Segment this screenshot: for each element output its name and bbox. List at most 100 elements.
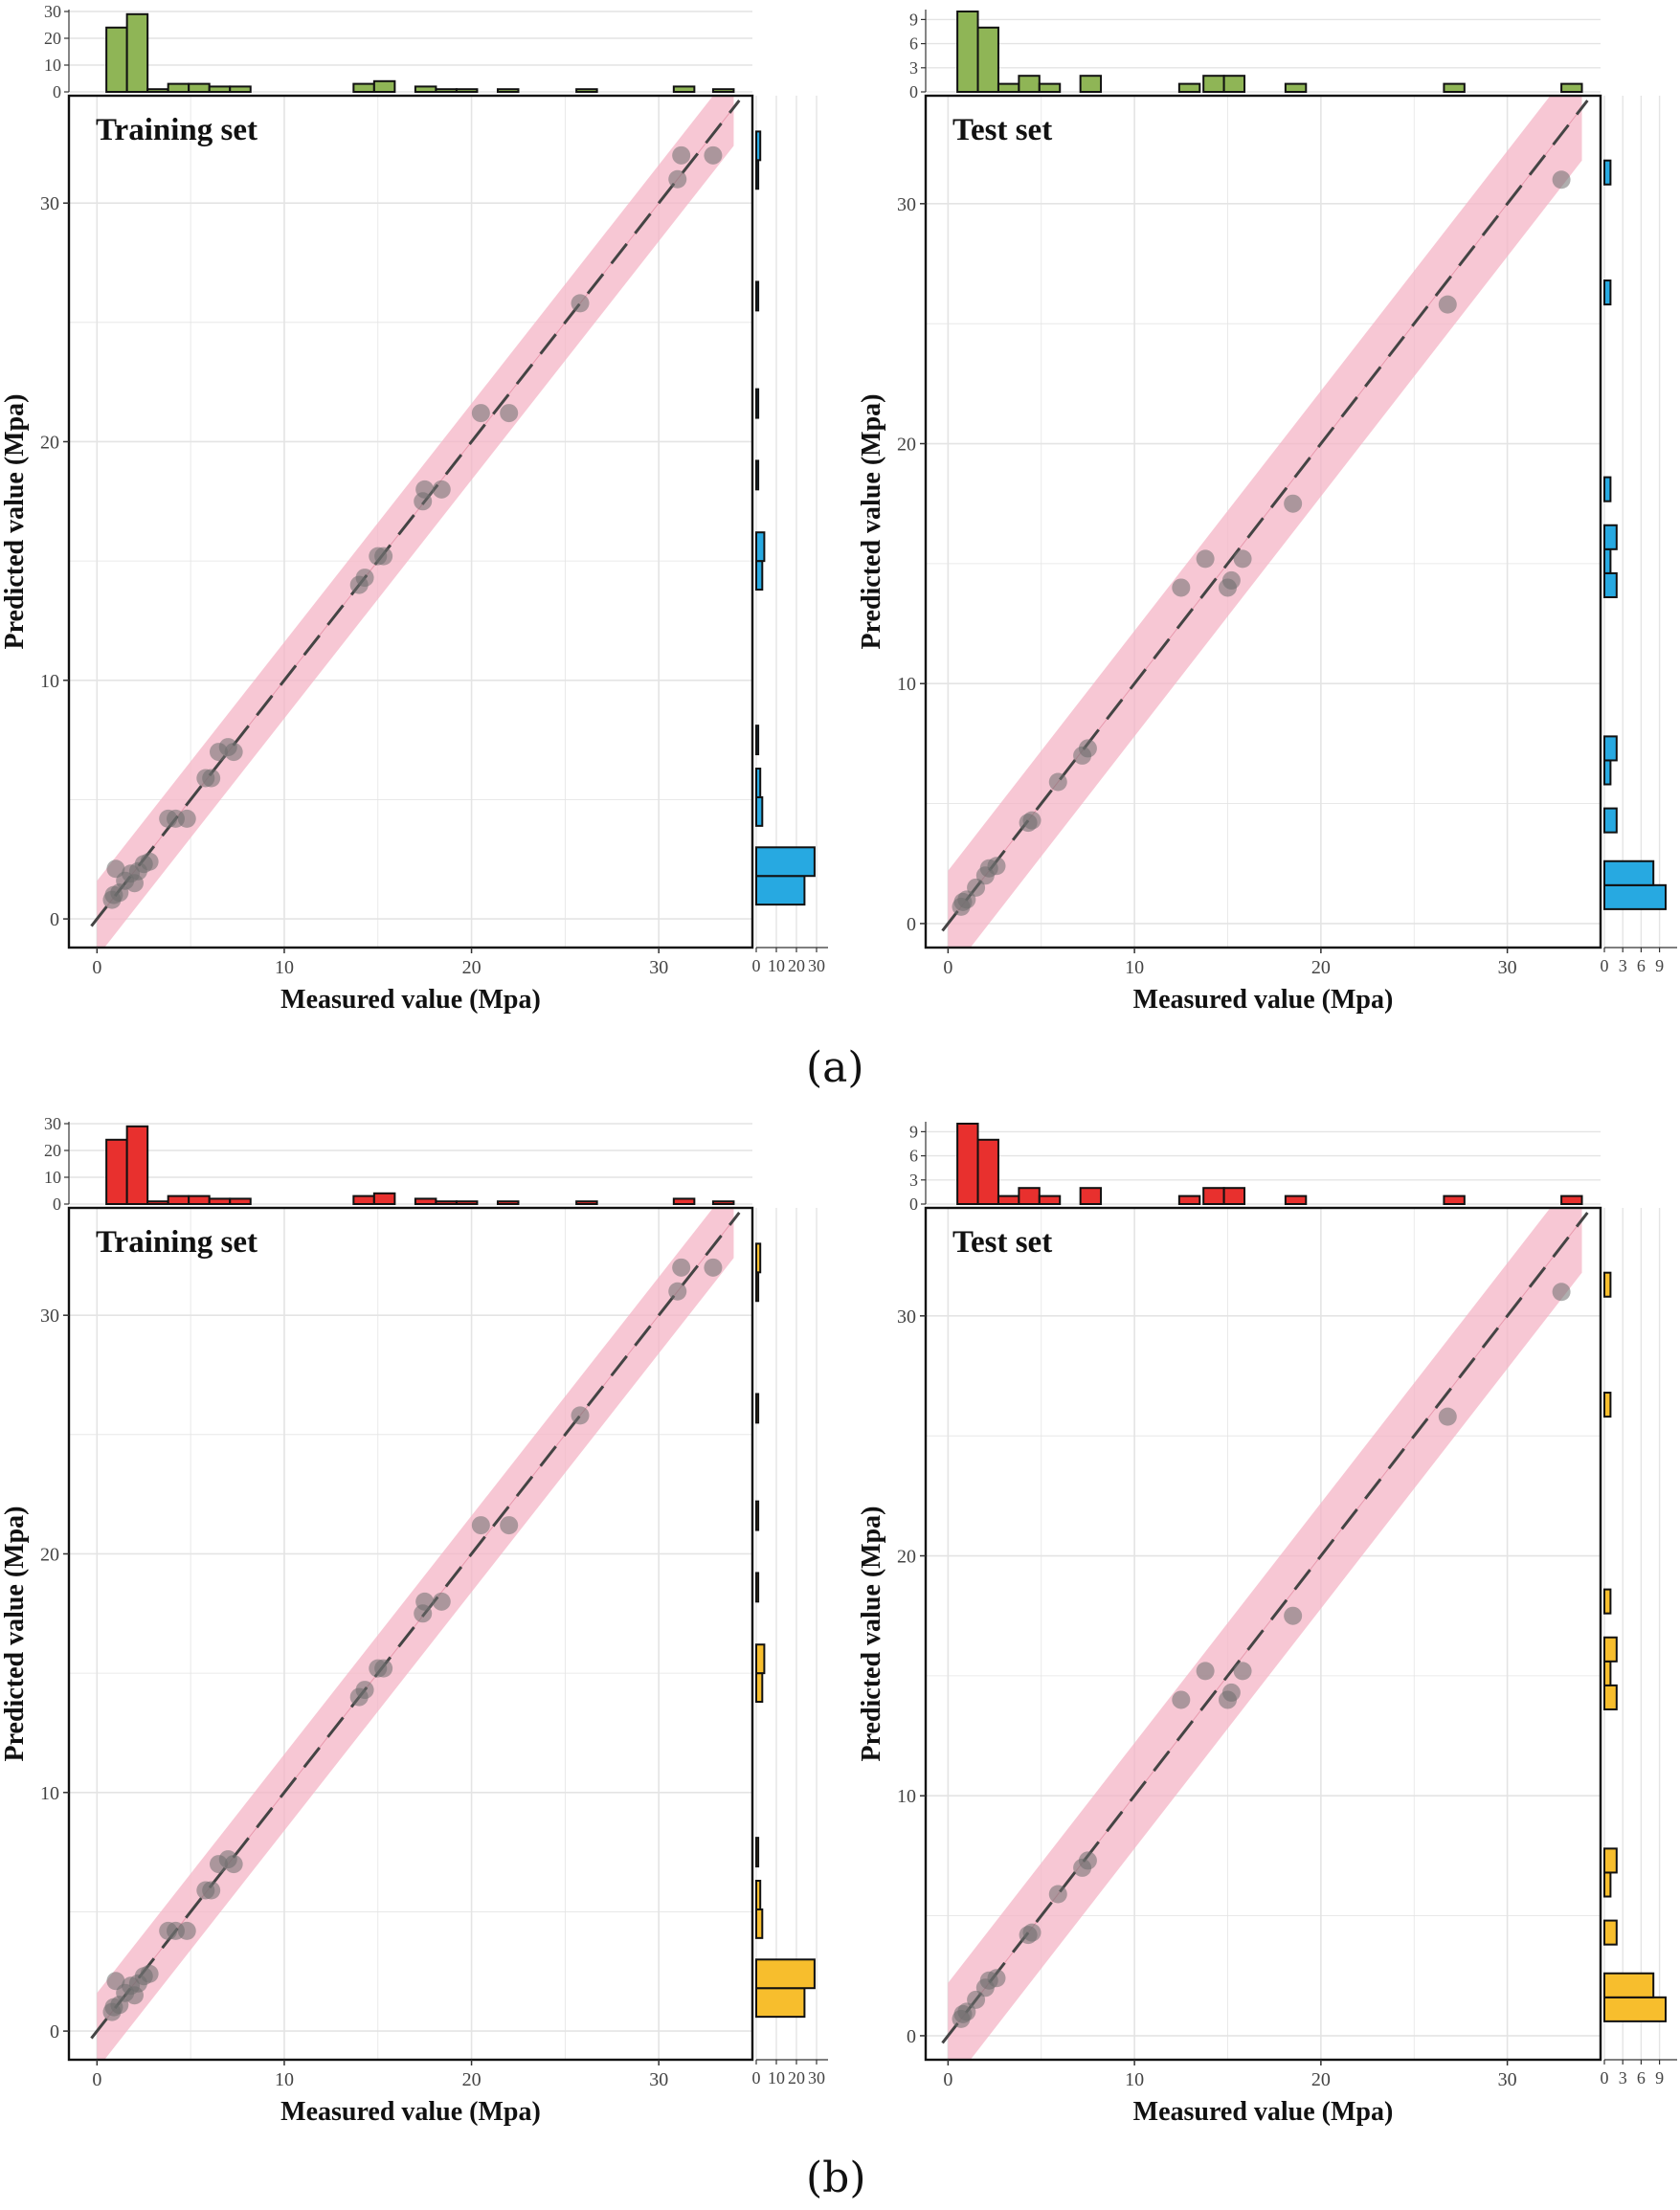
top-hist-tick-label: 10 bbox=[44, 1168, 61, 1187]
main-grid bbox=[926, 96, 1601, 948]
y-tick-label: 20 bbox=[897, 1547, 916, 1568]
right-hist-bar bbox=[1603, 807, 1618, 834]
right-hist-bar bbox=[755, 1572, 760, 1603]
top-hist-bar bbox=[1560, 82, 1583, 93]
top-hist-tick-label: 30 bbox=[44, 1114, 61, 1133]
data-point bbox=[1172, 578, 1191, 597]
y-tick-label: 20 bbox=[40, 432, 59, 453]
x-axis-title: Measured value (Mpa) bbox=[1133, 2097, 1394, 2127]
right-hist-bar bbox=[1603, 859, 1655, 886]
data-point bbox=[571, 294, 590, 313]
data-point bbox=[177, 1921, 196, 1940]
top-hist-bar bbox=[105, 1138, 128, 1206]
data-point bbox=[500, 1516, 519, 1535]
data-point bbox=[471, 404, 490, 423]
identity-line bbox=[941, 100, 1589, 932]
right-hist-tick-label: 6 bbox=[1637, 2068, 1646, 2087]
data-point bbox=[1048, 1885, 1067, 1904]
data-point bbox=[224, 743, 243, 762]
right-hist-bar bbox=[755, 459, 760, 491]
right-hist-bar bbox=[1603, 1972, 1655, 1998]
top-hist-bar bbox=[352, 82, 375, 93]
right-hist-bar bbox=[755, 725, 760, 756]
right-hist-bar bbox=[755, 130, 762, 162]
y-tick-label: 20 bbox=[897, 435, 916, 456]
top-hist-bar bbox=[208, 85, 232, 94]
identity-line bbox=[90, 1212, 741, 2040]
main-plot-area bbox=[90, 96, 741, 948]
right-hist-bar bbox=[755, 795, 764, 827]
x-tick-label: 30 bbox=[1498, 957, 1517, 978]
top-hist-bar bbox=[496, 1200, 520, 1205]
data-point bbox=[1221, 1683, 1241, 1702]
right-hist-bar bbox=[1603, 1996, 1667, 2022]
right-hist-bar bbox=[755, 1987, 806, 2019]
top-hist-bar bbox=[1284, 1194, 1308, 1205]
data-point bbox=[224, 1855, 243, 1874]
top-hist-tick-label: 6 bbox=[909, 34, 918, 54]
right-hist-bar bbox=[755, 560, 764, 592]
top-hist-tick-label: 30 bbox=[44, 2, 61, 21]
right-histogram: 0 10 20 30 bbox=[752, 1208, 828, 2087]
right-hist-tick-label: 10 bbox=[768, 956, 785, 975]
right-hist-bar bbox=[755, 1880, 762, 1910]
y-axis-title: Predicted value (Mpa) bbox=[857, 1507, 886, 1762]
y-tick-label: 0 bbox=[50, 2021, 59, 2043]
right-hist-bar bbox=[755, 1500, 760, 1531]
data-point bbox=[1022, 811, 1042, 830]
top-hist-bar bbox=[146, 1200, 169, 1205]
right-hist-tick-label: 0 bbox=[752, 956, 761, 975]
panel-title: Training set bbox=[96, 113, 258, 147]
data-point bbox=[1022, 1923, 1042, 1942]
data-point bbox=[1233, 549, 1252, 569]
x-axis-title: Measured value (Mpa) bbox=[280, 2097, 541, 2127]
right-hist-bar bbox=[1603, 1684, 1618, 1710]
x-tick-label: 0 bbox=[943, 2069, 952, 2090]
right-hist-bar bbox=[1603, 279, 1612, 306]
top-hist-bar bbox=[125, 1125, 149, 1206]
y-tick-label: 20 bbox=[40, 1544, 59, 1565]
top-histogram: 0 3 6 9 bbox=[909, 1122, 1601, 1214]
data-point bbox=[374, 547, 393, 566]
right-hist-bar bbox=[755, 159, 760, 190]
right-hist-bar bbox=[755, 1393, 760, 1424]
right-hist-tick-label: 0 bbox=[752, 2068, 761, 2087]
right-hist-bar bbox=[1603, 1660, 1612, 1686]
top-hist-bar bbox=[1443, 82, 1466, 93]
data-point bbox=[432, 480, 451, 499]
x-tick-label: 20 bbox=[1311, 2069, 1331, 2090]
right-hist-bar bbox=[755, 531, 766, 563]
y-tick-label: 30 bbox=[40, 1306, 59, 1327]
right-hist-bar bbox=[1603, 547, 1612, 574]
identity-line bbox=[90, 100, 741, 927]
main-plot-area bbox=[90, 1208, 741, 2060]
right-hist-bar bbox=[1603, 735, 1618, 762]
x-tick-label: 30 bbox=[1498, 2069, 1517, 2090]
y-axis-title: Predicted value (Mpa) bbox=[0, 394, 30, 650]
top-hist-bar bbox=[1202, 75, 1225, 93]
top-hist-bar bbox=[167, 82, 190, 93]
main-frame bbox=[67, 1206, 754, 2062]
top-hist-bar bbox=[711, 1200, 735, 1205]
top-hist-bar bbox=[229, 1197, 252, 1206]
right-hist-bar bbox=[755, 388, 760, 419]
caption-b: (b) bbox=[806, 2154, 866, 2202]
x-tick-label: 0 bbox=[943, 957, 952, 978]
y-tick-label: 0 bbox=[50, 909, 59, 930]
x-tick-label: 20 bbox=[1311, 957, 1331, 978]
top-hist-bar bbox=[956, 1123, 979, 1205]
right-hist-tick-label: 6 bbox=[1637, 956, 1646, 975]
data-point bbox=[140, 852, 159, 871]
top-hist-bar bbox=[1222, 75, 1246, 93]
top-hist-tick-label: 20 bbox=[44, 1141, 61, 1160]
data-point bbox=[987, 1969, 1006, 1988]
top-hist-bar bbox=[997, 1194, 1020, 1205]
data-point bbox=[704, 145, 723, 165]
x-tick-label: 10 bbox=[1125, 957, 1144, 978]
right-hist-tick-label: 10 bbox=[768, 2068, 785, 2087]
x-tick-label: 20 bbox=[462, 2069, 482, 2090]
right-hist-bar bbox=[1603, 759, 1612, 786]
